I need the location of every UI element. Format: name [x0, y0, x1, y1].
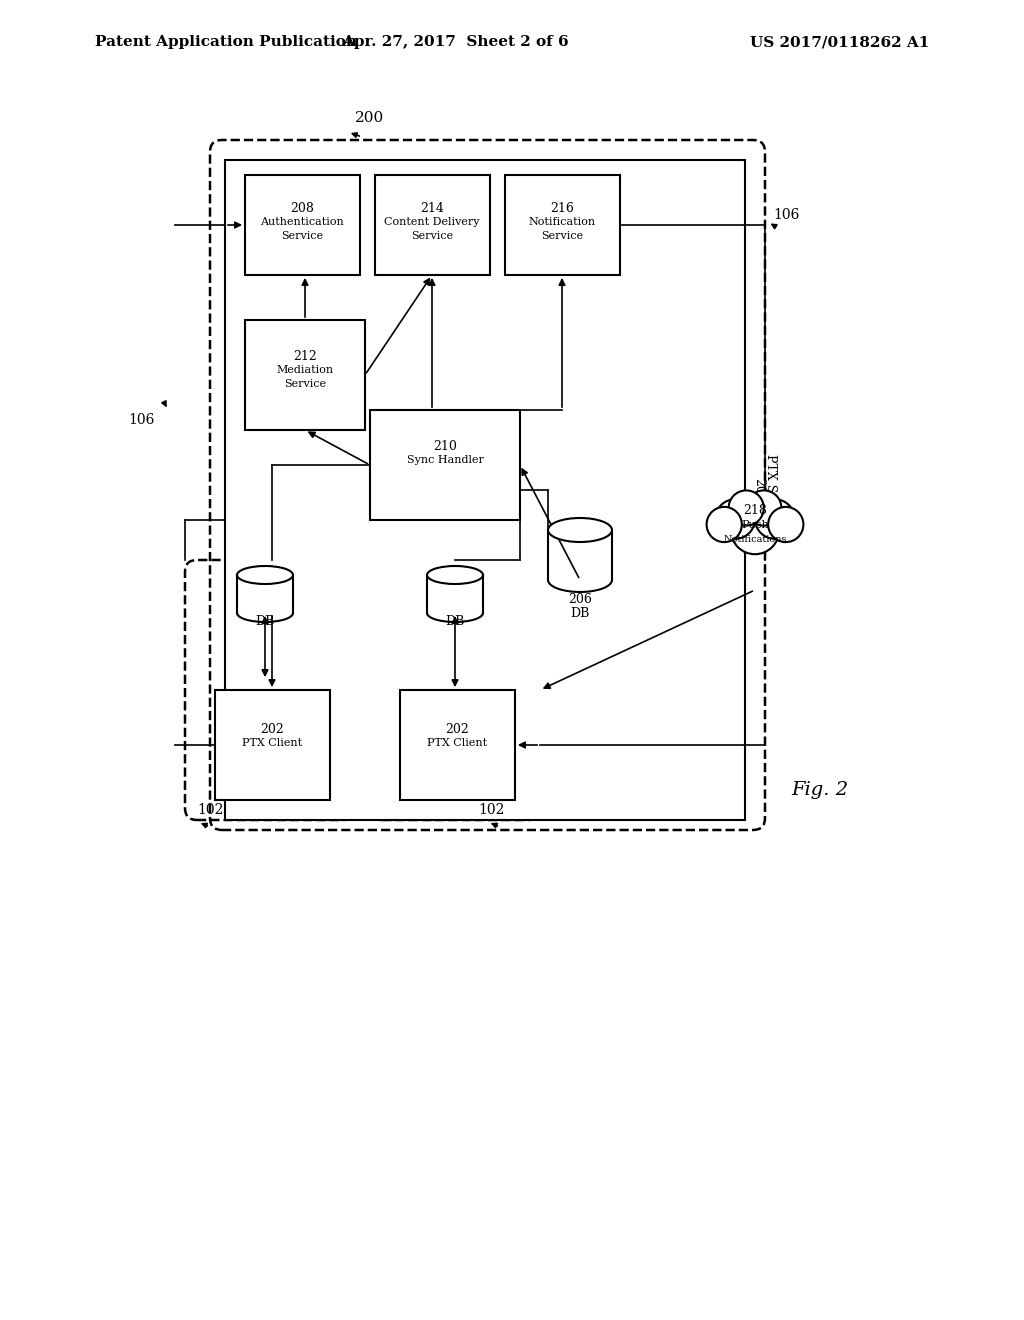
- Text: PTX Server: PTX Server: [764, 454, 777, 527]
- Circle shape: [755, 499, 795, 539]
- Text: Mediation: Mediation: [276, 366, 334, 375]
- Text: Push: Push: [741, 520, 769, 531]
- Bar: [548, 531, 612, 579]
- Text: Service: Service: [284, 379, 326, 389]
- Text: DB: DB: [570, 607, 590, 620]
- Text: 212: 212: [293, 350, 316, 363]
- Text: 210: 210: [433, 440, 457, 453]
- Text: 106: 106: [773, 209, 800, 222]
- Text: PTX Client: PTX Client: [427, 738, 487, 748]
- Text: Service: Service: [541, 231, 583, 242]
- FancyBboxPatch shape: [400, 690, 515, 800]
- Text: 218: 218: [743, 503, 767, 516]
- Text: DB: DB: [445, 615, 465, 628]
- Text: Sync Handler: Sync Handler: [407, 455, 483, 465]
- Text: Notification: Notification: [528, 216, 596, 227]
- FancyBboxPatch shape: [375, 176, 490, 275]
- FancyBboxPatch shape: [505, 176, 620, 275]
- Text: Service: Service: [281, 231, 323, 242]
- Text: Patent Application Publication: Patent Application Publication: [95, 36, 357, 49]
- Text: 214: 214: [420, 202, 444, 215]
- FancyBboxPatch shape: [225, 160, 745, 820]
- Text: DB: DB: [255, 615, 274, 628]
- Text: 106: 106: [129, 413, 155, 426]
- Text: Fig. 2: Fig. 2: [792, 781, 849, 799]
- Text: US 2017/0118262 A1: US 2017/0118262 A1: [751, 36, 930, 49]
- Bar: [237, 576, 293, 612]
- Ellipse shape: [237, 566, 293, 583]
- FancyBboxPatch shape: [245, 319, 365, 430]
- Text: Authentication: Authentication: [260, 216, 344, 227]
- Text: Service: Service: [411, 231, 453, 242]
- Text: 102: 102: [478, 803, 505, 817]
- Circle shape: [746, 491, 781, 525]
- Text: 202: 202: [445, 723, 469, 737]
- Ellipse shape: [427, 566, 483, 583]
- Text: 102: 102: [197, 803, 223, 817]
- Circle shape: [731, 506, 779, 554]
- Circle shape: [716, 499, 755, 539]
- Circle shape: [768, 507, 804, 543]
- Text: 206: 206: [568, 593, 592, 606]
- Text: 208: 208: [290, 202, 314, 215]
- FancyBboxPatch shape: [245, 176, 360, 275]
- Circle shape: [729, 491, 764, 525]
- Text: Notifications: Notifications: [723, 536, 786, 544]
- Text: 204: 204: [752, 478, 765, 502]
- Text: Apr. 27, 2017  Sheet 2 of 6: Apr. 27, 2017 Sheet 2 of 6: [342, 36, 568, 49]
- Text: 200: 200: [355, 111, 384, 125]
- Text: PTX Client: PTX Client: [242, 738, 302, 748]
- Circle shape: [707, 507, 741, 543]
- Ellipse shape: [548, 517, 612, 543]
- Bar: [427, 576, 483, 612]
- Text: Content Delivery: Content Delivery: [384, 216, 480, 227]
- Text: 216: 216: [550, 202, 573, 215]
- FancyBboxPatch shape: [215, 690, 330, 800]
- FancyBboxPatch shape: [370, 411, 520, 520]
- Text: 202: 202: [260, 723, 284, 737]
